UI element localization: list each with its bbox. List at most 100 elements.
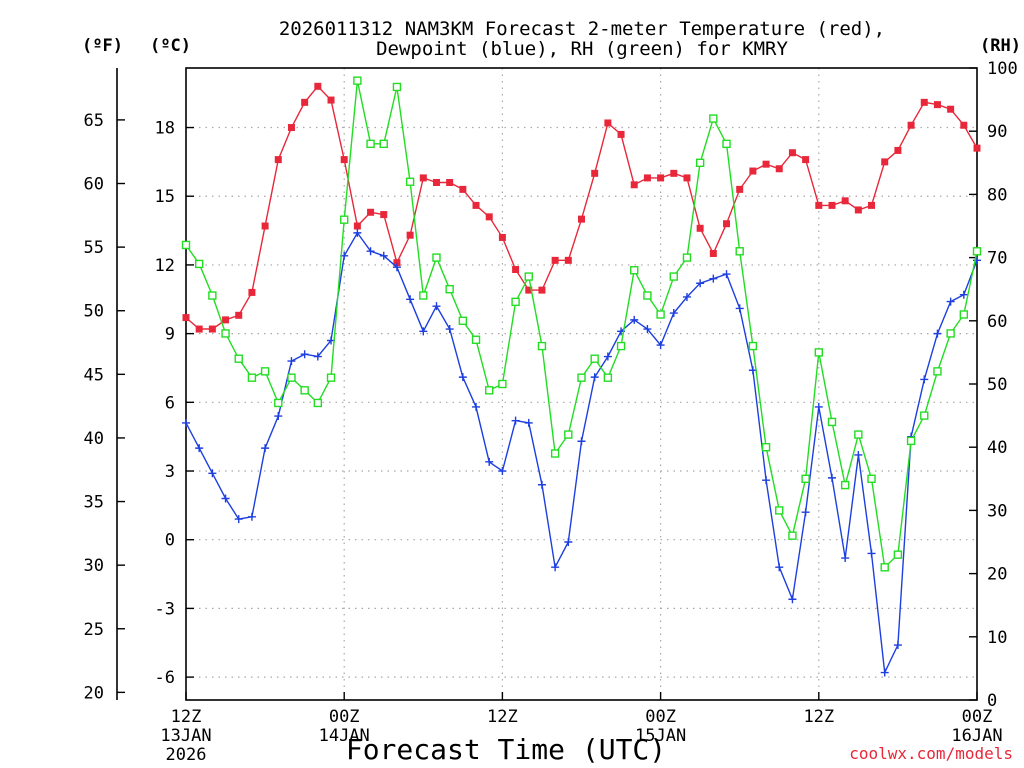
2-meter-temperature-point [287, 124, 295, 132]
x-tick-label: 16JAN [951, 726, 1002, 746]
dewpoint-point [472, 402, 481, 411]
dewpoint-point [696, 279, 705, 288]
dewpoint-point [392, 263, 401, 272]
fahrenheit-tick-label: 40 [84, 429, 104, 449]
rh-point [550, 449, 560, 458]
2-meter-temperature-point [340, 156, 348, 164]
2-meter-temperature-point [551, 256, 559, 264]
2-meter-temperature-point [670, 169, 678, 177]
2-meter-temperature-point [841, 197, 849, 205]
dewpoint-point [959, 290, 968, 299]
2-meter-temperature-point [749, 167, 757, 175]
dewpoint-point [551, 563, 560, 572]
rh-point [814, 348, 823, 357]
2-meter-temperature-point [446, 178, 454, 186]
2-meter-temperature-point [920, 98, 928, 106]
rh-tick-label: 70 [987, 249, 1007, 269]
celsius-tick-label: -6 [155, 668, 175, 688]
dewpoint-point [669, 309, 678, 318]
2-meter-temperature-point [709, 249, 717, 257]
rh-point [353, 76, 362, 85]
dewpoint-point [841, 554, 850, 563]
2-meter-temperature-point [419, 174, 427, 182]
rh-point [880, 563, 889, 572]
rh-point [709, 114, 718, 123]
x-tick-label: 00Z [645, 707, 676, 727]
dewpoint-point [182, 418, 190, 427]
rh-point [722, 139, 731, 149]
2-meter-temperature-point [182, 314, 190, 322]
x-tick-label: 15JAN [635, 726, 686, 746]
2-meter-temperature-point [947, 105, 955, 113]
rh-point [247, 373, 257, 382]
2-meter-temperature-point [762, 160, 770, 168]
rh-unit-label: (RH) [980, 36, 1021, 56]
x-tick-label: 2026 [166, 745, 207, 765]
dewpoint-point [933, 329, 942, 338]
rh-point [735, 247, 744, 256]
dewpoint-point [208, 469, 217, 478]
2-meter-temperature-point [973, 144, 981, 152]
2-meter-temperature-point [353, 222, 361, 230]
2-meter-temperature-point [854, 206, 862, 214]
rh-point [181, 240, 191, 250]
rh-point [775, 506, 784, 515]
2-meter-temperature-point [498, 233, 506, 241]
2-meter-temperature-point [538, 286, 546, 294]
rh-tick-label: 20 [987, 565, 1007, 585]
rh-tick-label: 10 [987, 628, 1007, 648]
rh-point [933, 367, 942, 376]
rh-point [682, 253, 692, 262]
rh-point [537, 341, 547, 351]
rh-point [867, 474, 876, 483]
fahrenheit-unit-label: (ºF) [82, 36, 123, 56]
2-meter-temperature-point [802, 156, 810, 164]
rh-point [630, 266, 639, 275]
rh-point [564, 430, 573, 439]
dewpoint-point [432, 302, 441, 311]
dewpoint-point [630, 315, 639, 324]
2-meter-temperature-point [696, 224, 704, 232]
dewpoint-point [577, 437, 586, 446]
2-meter-temperature-point [828, 201, 836, 209]
dewpoint-point [762, 476, 771, 485]
rh-tick-label: 50 [987, 375, 1007, 395]
2-meter-temperature-point [459, 185, 467, 193]
rh-point [274, 398, 283, 408]
x-tick-label: 12Z [487, 707, 518, 727]
dewpoint-point [406, 295, 415, 304]
dewpoint-point [458, 373, 467, 382]
dewpoint-point [880, 668, 889, 677]
2-meter-temperature-point [907, 121, 915, 129]
dewpoint-point [511, 416, 520, 425]
2-meter-temperature-point [195, 325, 203, 333]
rh-point [511, 297, 520, 307]
fahrenheit-tick-label: 45 [84, 365, 104, 385]
dewpoint-point [445, 325, 454, 334]
dewpoint-point [274, 412, 283, 421]
dewpoint-point [498, 467, 507, 476]
fahrenheit-tick-label: 25 [84, 620, 104, 640]
dewpoint-point [234, 515, 243, 524]
dewpoint-point [735, 304, 744, 313]
2-meter-temperature-point [815, 201, 823, 209]
2-meter-temperature-point [736, 185, 744, 193]
rh-point [366, 139, 375, 149]
rh-point [946, 329, 955, 338]
rh-point [379, 139, 388, 149]
2-meter-temperature-point [775, 165, 783, 173]
rh-point [405, 177, 415, 186]
dewpoint-point [524, 418, 533, 427]
rh-point [234, 354, 243, 363]
dewpoint-point [682, 292, 691, 301]
dewpoint-point [709, 274, 718, 283]
x-tick-label: 14JAN [319, 726, 370, 746]
2-meter-temperature-point [643, 174, 651, 182]
fahrenheit-tick-label: 65 [84, 111, 104, 131]
rh-tick-label: 40 [987, 438, 1007, 458]
rh-tick-label: 100 [987, 59, 1018, 79]
dewpoint-point [920, 375, 929, 384]
2-meter-temperature-point [525, 286, 533, 294]
rh-tick-label: 60 [987, 312, 1007, 332]
